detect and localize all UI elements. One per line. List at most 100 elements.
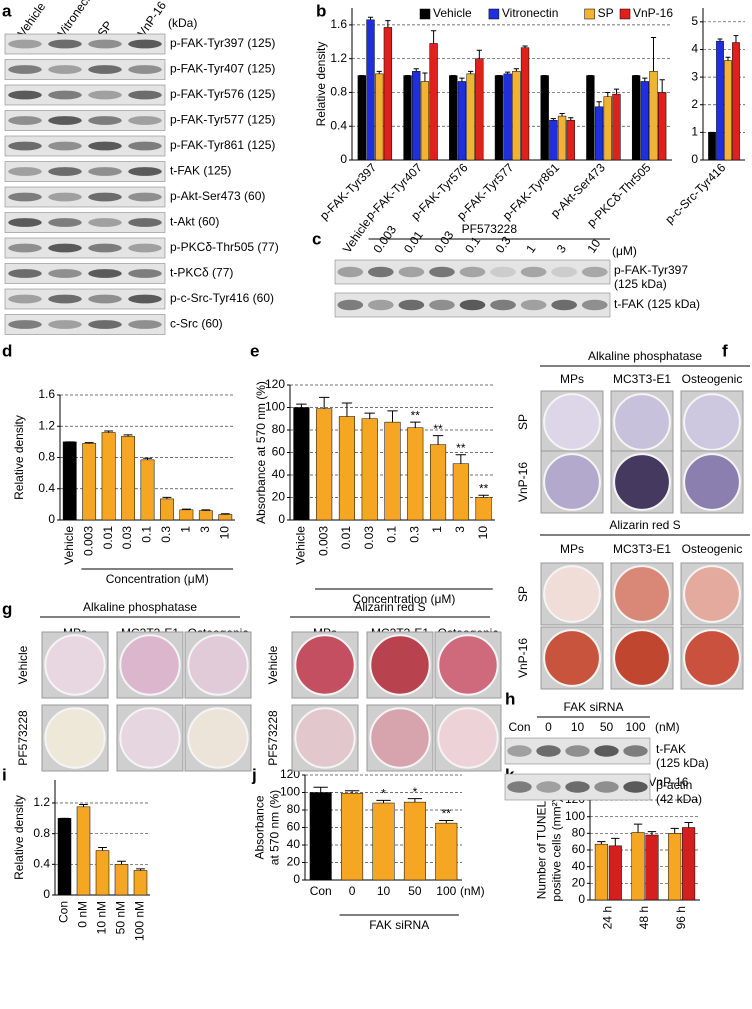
blot-band <box>536 745 561 757</box>
y-tick-label: 0 <box>578 892 585 906</box>
x-axis-label: Concentration (μM) <box>352 592 455 606</box>
y-tick-label: 0.8 <box>33 826 50 840</box>
bar <box>412 71 421 161</box>
panel-label: j <box>251 765 257 784</box>
x-tick-label: 0.03 <box>362 526 376 550</box>
x-tick-label: 1 <box>430 526 444 533</box>
well <box>119 707 181 769</box>
bar <box>645 834 659 901</box>
row-label: p-FAK-Tyr577 (125) <box>170 113 275 127</box>
bar <box>384 421 401 521</box>
error-bar <box>296 403 307 408</box>
panel-label: d <box>2 341 12 360</box>
row-label: p-FAK-Tyr407 (125) <box>170 62 275 76</box>
bar <box>557 115 567 161</box>
well <box>294 707 356 769</box>
x-tick-label: 0.1 <box>140 526 154 543</box>
x-tick-label: 0.003 <box>81 526 95 556</box>
y-tick-label: 2 <box>691 97 698 111</box>
error-bar <box>633 823 643 833</box>
lane-label: VnP-16 <box>135 0 170 40</box>
blot-strip <box>4 135 166 157</box>
blot-band <box>128 320 162 329</box>
row-label: p-FAK-Tyr397 (125) <box>170 36 275 50</box>
x-tick-label: 50 <box>408 884 422 898</box>
row-label: (42 kDa) <box>656 792 702 806</box>
blot-band <box>88 269 122 278</box>
blot-band <box>581 266 608 278</box>
lane-label: Vehicle <box>340 216 374 256</box>
error-bar <box>220 513 230 515</box>
significance-label: ** <box>433 422 443 436</box>
error-bar <box>430 30 437 44</box>
blot-band <box>459 266 486 278</box>
blot-band <box>594 745 619 757</box>
blot-band <box>623 745 648 757</box>
x-tick-label: 3 <box>198 526 212 533</box>
blot-band <box>623 781 648 793</box>
blot-strip <box>4 59 166 80</box>
y-tick-label: 80 <box>287 802 301 816</box>
section-title: Alizarin red S <box>354 600 425 614</box>
blot-band <box>48 320 82 329</box>
x-tick-label: 10 nM <box>95 901 109 934</box>
x-tick-label: Vehicle <box>62 526 76 565</box>
unit-label: (kDa) <box>168 16 197 30</box>
blot-strip <box>4 237 166 259</box>
error-bar <box>725 56 731 61</box>
axis <box>289 385 495 521</box>
row-label: SP <box>516 586 530 602</box>
blot-band <box>88 39 122 49</box>
blot-band <box>88 294 122 304</box>
error-bar <box>505 71 511 74</box>
panel-label: g <box>2 599 12 618</box>
x-tick-label: 96 h <box>674 906 688 929</box>
well <box>613 393 671 451</box>
blot-band <box>520 299 547 311</box>
bar <box>429 43 438 161</box>
x-tick-label: Con <box>310 884 332 898</box>
row-label: t-FAK (125 kDa) <box>614 297 700 311</box>
bar <box>316 408 333 521</box>
legend-swatch <box>419 8 431 20</box>
legend-label: SP <box>598 6 614 20</box>
blot-strip <box>4 33 166 55</box>
bar <box>594 106 604 161</box>
lane-label: 10 <box>571 720 585 734</box>
row-label: p-FAK-Tyr576 (125) <box>170 87 275 101</box>
panel-label: i <box>2 765 7 784</box>
lane-label: 0.3 <box>493 234 514 256</box>
blot-band <box>8 294 42 304</box>
y-tick-label: 0 <box>278 512 285 526</box>
blot-band <box>8 65 42 74</box>
bar <box>608 845 622 901</box>
column-label: MPs <box>560 542 584 556</box>
error-bar <box>407 798 423 803</box>
blot-strip <box>4 263 166 284</box>
unit-label: (μM) <box>612 244 637 258</box>
y-axis-label: Number of TUNEL <box>535 800 549 899</box>
x-tick-label: Vehicle <box>294 526 308 565</box>
well <box>613 565 671 623</box>
error-bar <box>104 430 114 433</box>
bar <box>631 832 645 901</box>
bar <box>403 75 412 161</box>
section-title: Alkaline phosphatase <box>588 349 702 363</box>
row-label: c-Src (60) <box>170 317 223 331</box>
error-bar <box>123 434 133 437</box>
error-bar <box>318 396 330 409</box>
error-bar <box>117 860 126 865</box>
error-bar <box>478 494 489 498</box>
well <box>437 634 499 696</box>
blot-band <box>128 192 162 202</box>
bar <box>133 870 148 896</box>
bar <box>640 81 649 161</box>
bar <box>649 71 658 161</box>
y-tick-label: 3 <box>691 69 698 83</box>
bar <box>198 510 213 521</box>
x-tick-label: 0.01 <box>101 526 115 550</box>
blot-band <box>128 243 162 253</box>
column-label: MC3T3-E1 <box>613 372 671 386</box>
row-label: VnP-16 <box>516 462 530 502</box>
blot-band <box>368 266 394 278</box>
